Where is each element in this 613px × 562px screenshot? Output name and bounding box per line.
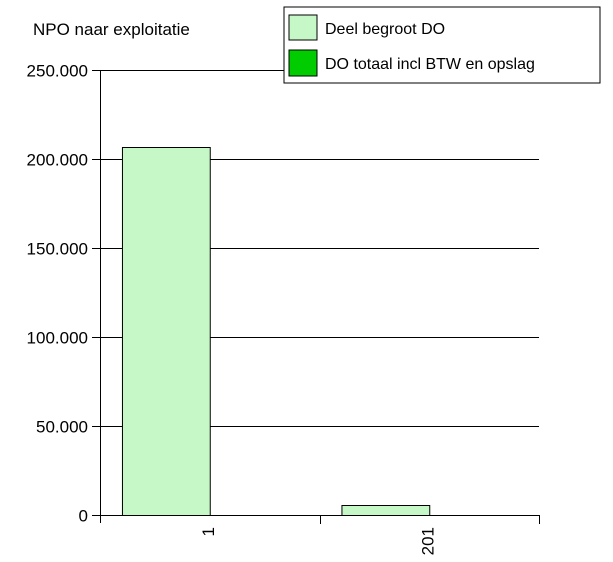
axes bbox=[92, 70, 539, 523]
legend-box bbox=[283, 6, 601, 84]
x-tick-label: 1 bbox=[199, 527, 218, 536]
y-tick-label: 50.000 bbox=[36, 418, 88, 437]
bar-0-1 bbox=[121, 147, 211, 516]
legend-swatch-deel-begroot-do bbox=[288, 14, 318, 41]
y-tick-label: 250.000 bbox=[27, 62, 88, 81]
legend-swatch-do-totaal bbox=[288, 49, 318, 77]
y-tick-label: 200.000 bbox=[27, 151, 88, 170]
y-tick-label: 0 bbox=[79, 507, 88, 526]
bars bbox=[121, 147, 431, 516]
chart-title: NPO naar exploitatie bbox=[33, 20, 190, 39]
legend-label-do-totaal: DO totaal incl BTW en opslag bbox=[325, 56, 535, 73]
bar-0-201 bbox=[341, 505, 431, 516]
y-tick-label: 100.000 bbox=[27, 329, 88, 348]
legend-label-deel-begroot-do: Deel begroot DO bbox=[325, 21, 445, 38]
x-tick-label: 201 bbox=[418, 527, 437, 555]
y-tick-label: 150.000 bbox=[27, 240, 88, 259]
x-axis-ticks: 1 201 bbox=[199, 515, 540, 555]
y-axis-ticks: 0 50.000 100.000 150.000 200.000 250.000 bbox=[27, 62, 100, 526]
legend: Deel begroot DO DO totaal incl BTW en op… bbox=[283, 6, 601, 84]
